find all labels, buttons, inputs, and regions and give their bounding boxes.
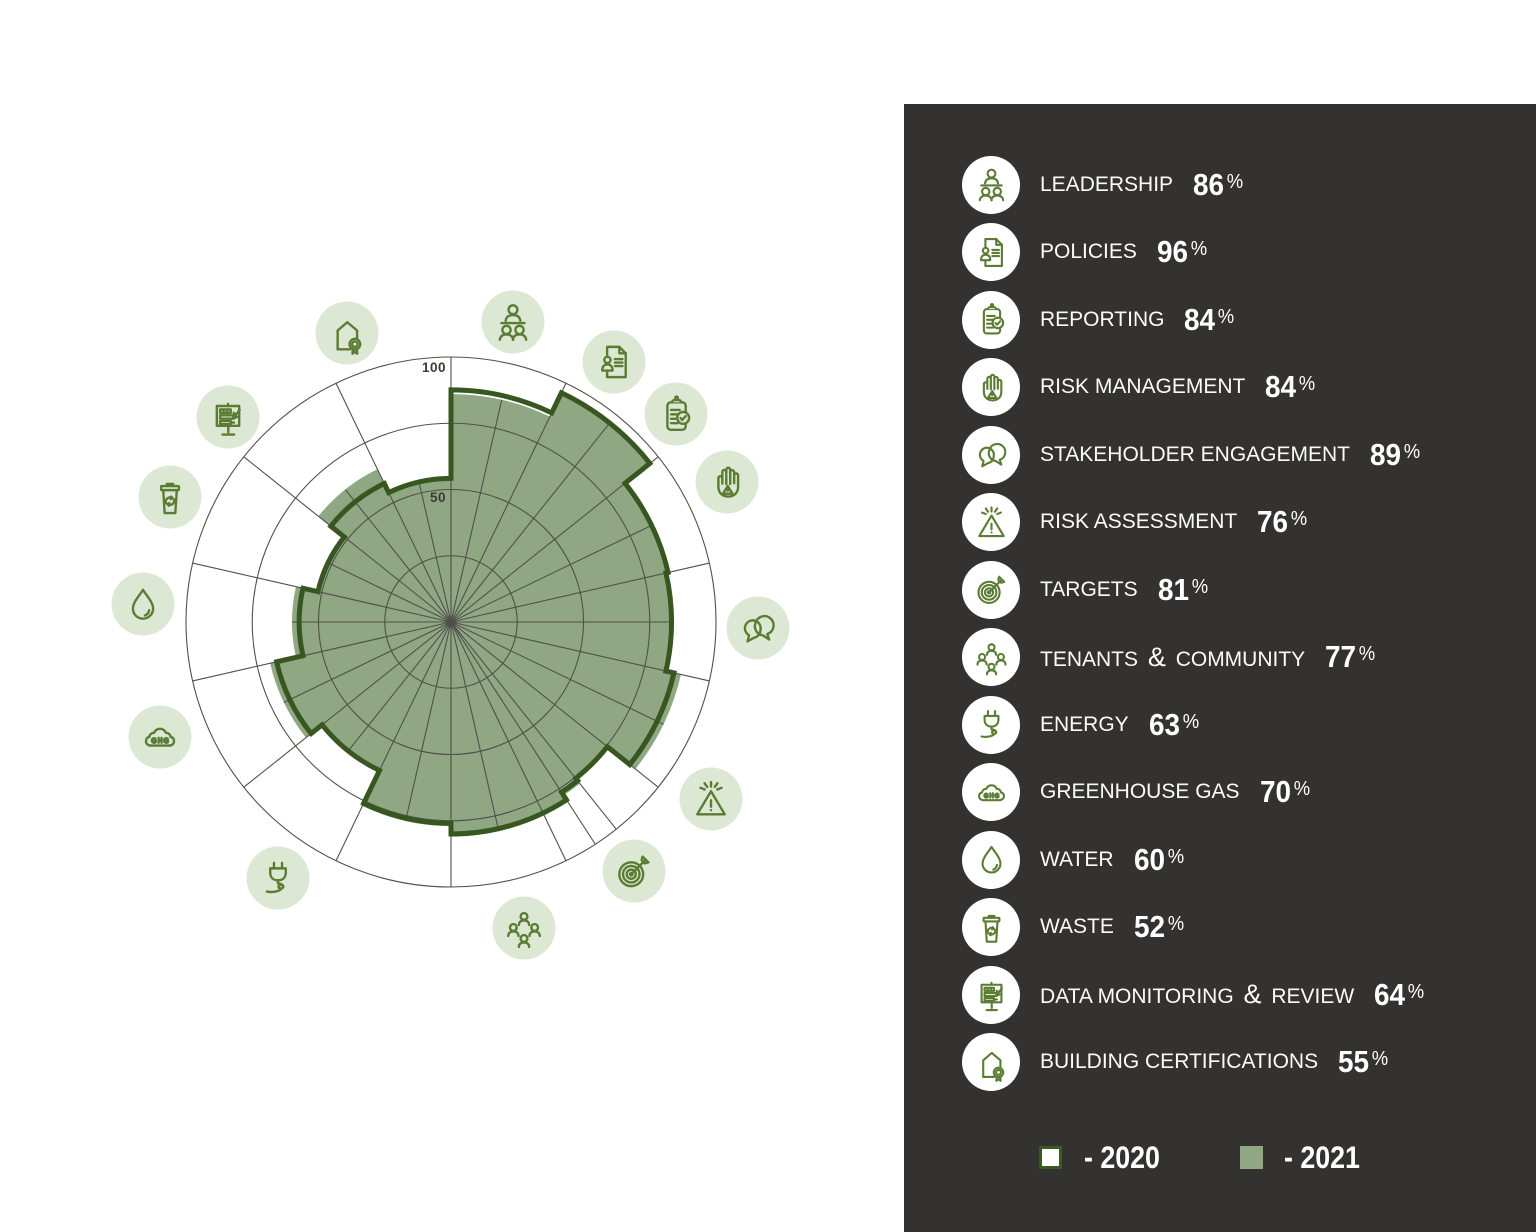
svg-text:50: 50 [430, 490, 446, 505]
svg-text:100: 100 [422, 360, 446, 375]
